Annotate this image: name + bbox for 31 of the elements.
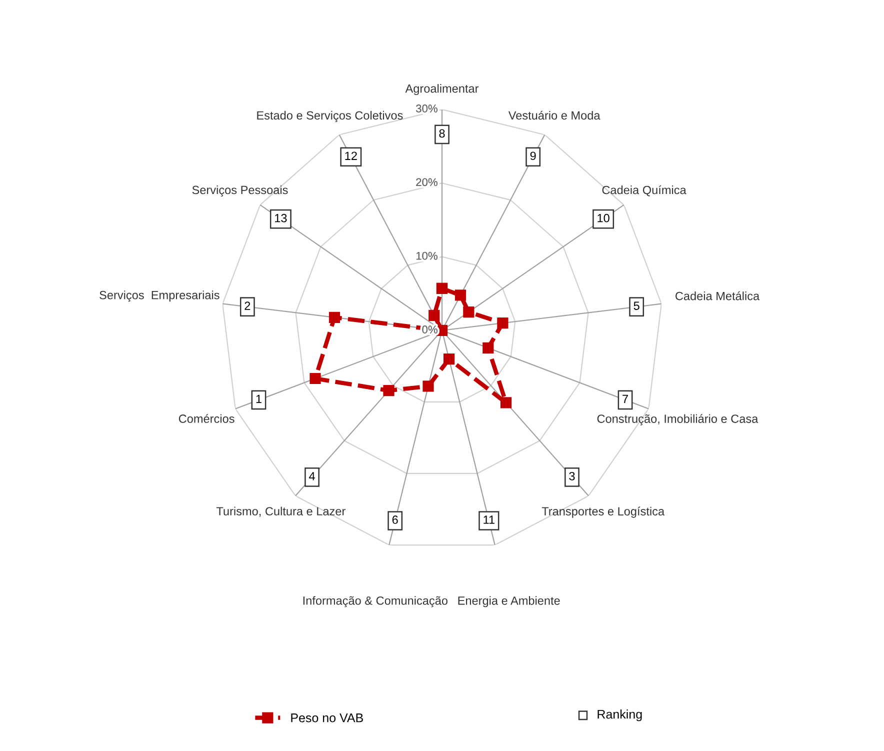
spoke-label: Serviços Empresariais bbox=[100, 290, 220, 302]
text: 12 bbox=[345, 152, 357, 160]
spoke-label: Serviços Pessoais bbox=[192, 185, 288, 197]
text: 11 bbox=[484, 516, 494, 524]
text: 5 bbox=[634, 302, 640, 310]
text: 1 bbox=[256, 394, 262, 403]
text: 9 bbox=[530, 152, 536, 160]
legend-label: Peso no VAB bbox=[291, 714, 363, 722]
text: 10 bbox=[598, 214, 610, 222]
spoke-label: Agroalimentar bbox=[405, 84, 479, 96]
text: 13 bbox=[275, 214, 287, 222]
text: Ranking bbox=[598, 710, 642, 722]
y-tick-label: 30% bbox=[416, 104, 438, 112]
text: 7 bbox=[622, 394, 628, 403]
spoke-label: Informação & Comunicação bbox=[303, 596, 448, 608]
spoke-label: Turismo, Cultura e Lazer bbox=[216, 506, 346, 517]
spoke-label: Transportes e Logística bbox=[542, 506, 665, 518]
spoke-label: Energia e Ambiente bbox=[458, 596, 560, 608]
spoke-label: Construção, Imobiliário e Casa bbox=[597, 414, 758, 426]
spoke-label: Cadeia Química bbox=[602, 185, 686, 196]
text: 6 bbox=[392, 516, 398, 524]
text: 3 bbox=[569, 472, 575, 480]
y-tick-label: 20% bbox=[416, 178, 438, 186]
spoke-label: Vestuário e Moda bbox=[508, 110, 600, 120]
text: 8 bbox=[439, 129, 445, 138]
text: 2 bbox=[244, 302, 250, 310]
text: 4 bbox=[309, 472, 315, 480]
y-tick-label: 10% bbox=[416, 252, 438, 260]
spoke-label: Comércios bbox=[178, 414, 234, 423]
spoke-label: Estado e Serviços Coletivos bbox=[257, 110, 403, 122]
spoke-label: Cadeia Metálica bbox=[676, 291, 760, 300]
